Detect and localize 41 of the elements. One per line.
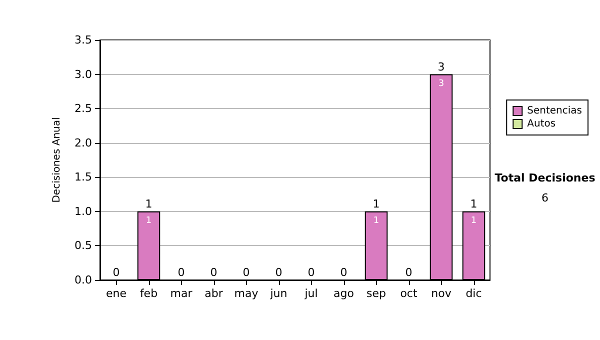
total-label: 1 xyxy=(470,197,478,210)
x-tick-label: abr xyxy=(204,287,224,300)
x-tick-label: ago xyxy=(334,287,354,300)
total-label: 1 xyxy=(372,197,380,210)
total-label: 3 xyxy=(438,60,445,74)
x-tick-label: mar xyxy=(170,287,193,300)
x-tick-label: dic xyxy=(466,287,482,300)
y-tick-label: 0.0 xyxy=(74,274,92,286)
x-tick-label: may xyxy=(234,287,259,300)
y-tick-label: 1.5 xyxy=(74,170,92,184)
data-label: 1 xyxy=(470,216,477,226)
x-tick-label: jun xyxy=(269,287,288,300)
y-axis-title: Decisiones Anual xyxy=(52,117,62,203)
y-tick-label: 1.0 xyxy=(74,204,92,218)
total-label: 0 xyxy=(112,266,120,279)
legend-label: Autos xyxy=(527,118,556,130)
x-tick-label: sep xyxy=(366,287,386,300)
total-label: 0 xyxy=(308,266,315,279)
y-tick-label: 3.5 xyxy=(74,34,92,46)
x-tick-label: jul xyxy=(304,287,318,300)
total-label: 0 xyxy=(210,266,218,279)
text: 6 xyxy=(542,192,548,204)
legend-label: Sentencias xyxy=(527,106,582,116)
y-tick-label: 2.0 xyxy=(74,136,92,150)
total-label: 0 xyxy=(405,266,412,279)
y-tick-label: 0.5 xyxy=(74,239,92,252)
x-tick-label: ene xyxy=(106,287,127,300)
total-label: 0 xyxy=(275,266,282,279)
total-label: 1 xyxy=(145,197,152,210)
total-label: 0 xyxy=(242,266,250,279)
x-tick-label: oct xyxy=(400,287,418,300)
data-label: 1 xyxy=(146,216,152,226)
total-label: 0 xyxy=(340,266,348,279)
total-label: 0 xyxy=(178,266,185,279)
x-tick-label: nov xyxy=(431,287,452,300)
y-tick-label: 2.5 xyxy=(74,102,92,116)
data-label: 3 xyxy=(438,78,444,89)
data-label: 1 xyxy=(373,216,380,226)
x-tick-label: feb xyxy=(140,287,158,300)
y-tick-label: 3.0 xyxy=(74,68,92,81)
text: Total Decisiones xyxy=(494,172,596,184)
